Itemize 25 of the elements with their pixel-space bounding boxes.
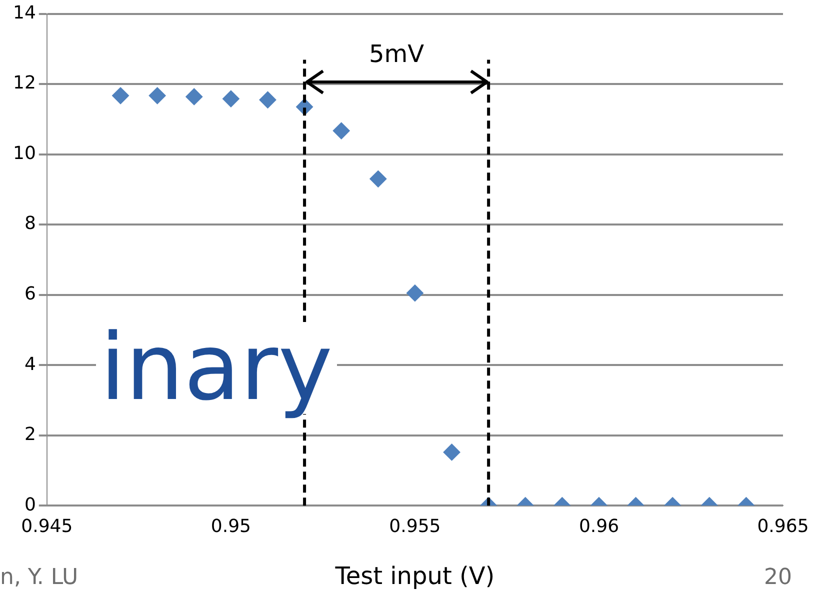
x-tick-label: 0.945 (21, 516, 73, 538)
point (112, 87, 130, 104)
point (148, 87, 166, 104)
y-tick-label: 2 (24, 424, 36, 446)
y-tick-label: 14 (13, 2, 36, 24)
point (222, 90, 240, 108)
y-tick-label: 4 (24, 354, 36, 375)
y-tick-label: 10 (13, 142, 36, 164)
y-tick-label: 6 (24, 284, 36, 304)
x-tick-label: 0.965 (757, 516, 809, 538)
y-tick-label: 12 (13, 72, 36, 94)
x-tick-label: 0.96 (578, 516, 620, 538)
point (370, 170, 387, 188)
x-tick-label: 0.955 (389, 516, 441, 538)
y-tick-label: 0 (24, 494, 36, 516)
annotation: 5mV (369, 40, 424, 68)
point (332, 122, 350, 140)
point (186, 88, 203, 106)
text: n, Y. LU (0, 565, 78, 590)
annotation: inary (99, 314, 334, 421)
x-tick-label: 0.95 (210, 516, 251, 538)
y-tick-label: 8 (24, 213, 36, 234)
point (259, 91, 276, 108)
text: 20 (764, 565, 792, 590)
x-axis-title: Test input (V) (334, 562, 495, 590)
